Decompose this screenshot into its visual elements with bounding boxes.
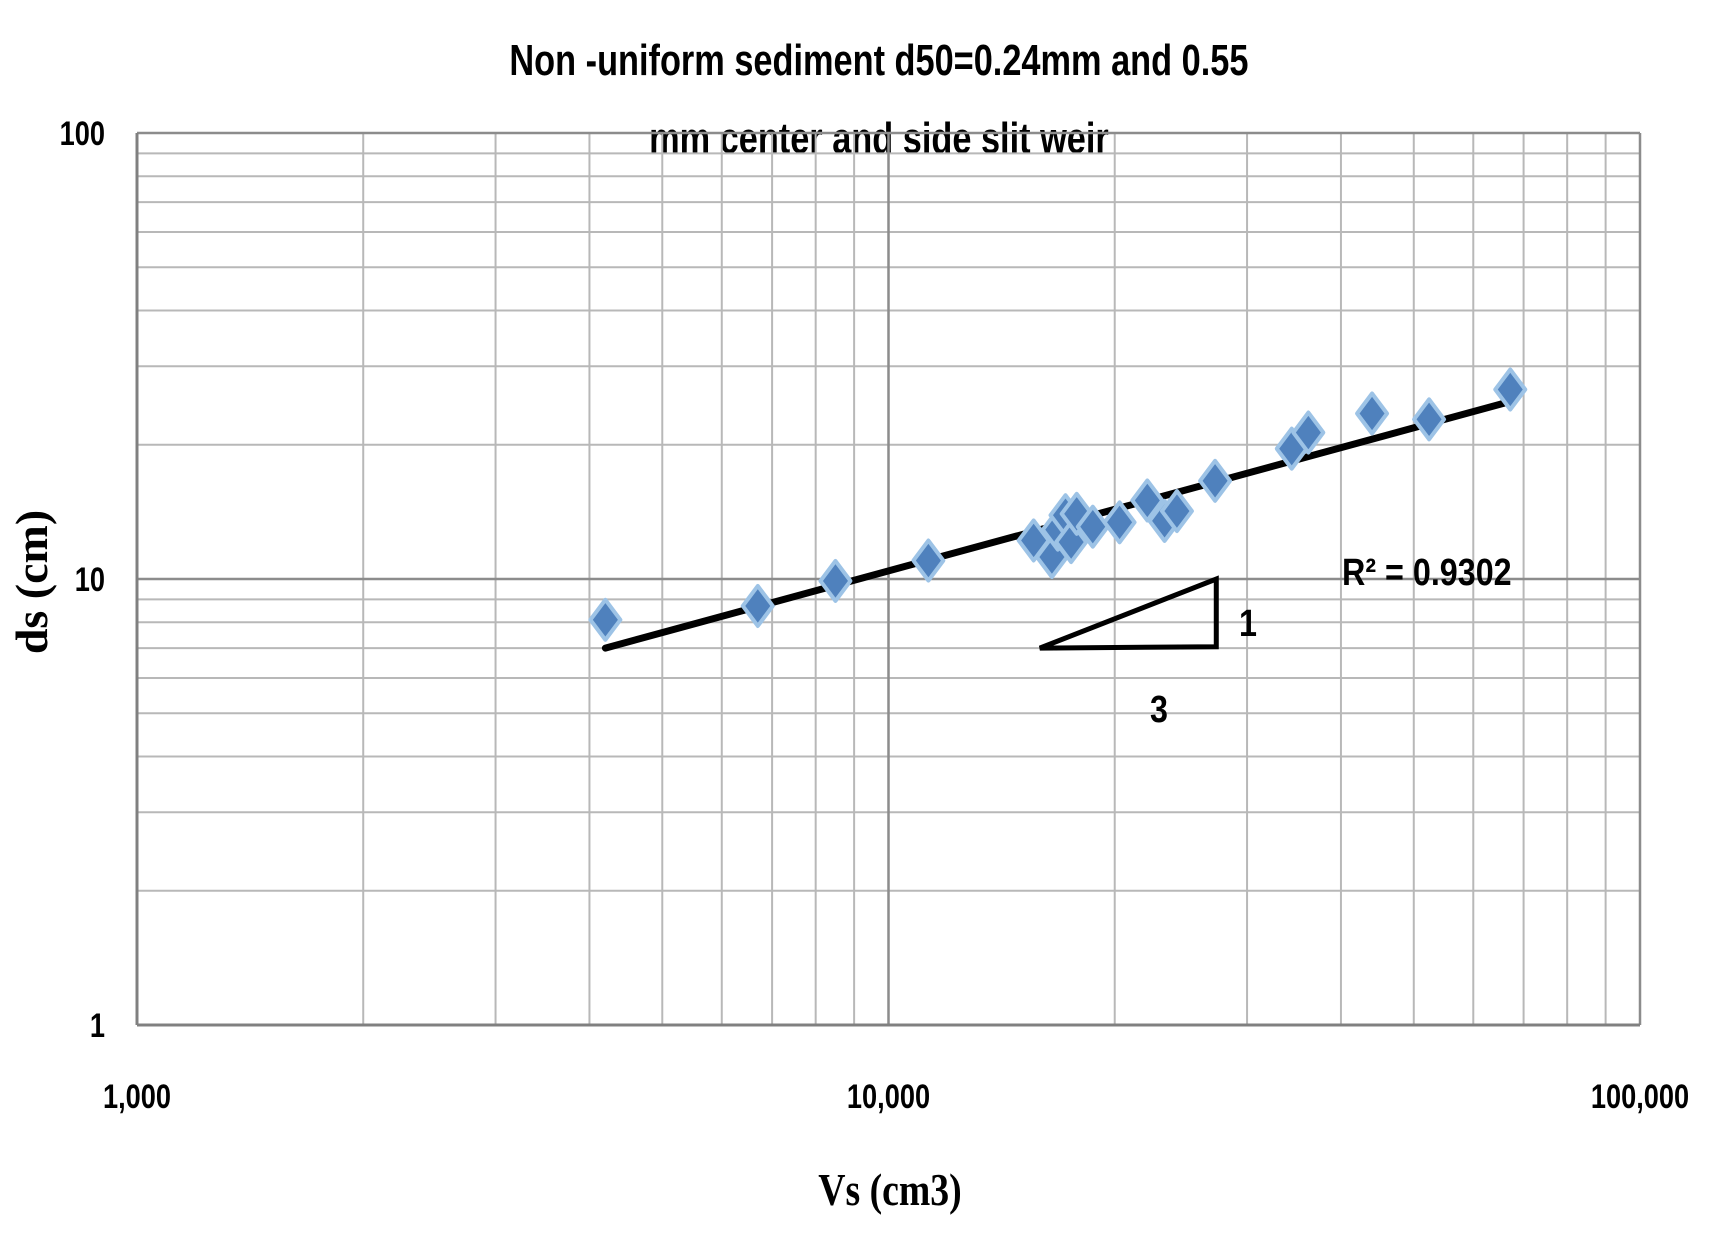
r-squared-label: R² = 0.9302 (1342, 552, 1512, 594)
x-tick-label: 1,000 (103, 1077, 171, 1116)
axes (135, 133, 1640, 1027)
data-point (911, 538, 946, 583)
slope-rise-label: 1 (1239, 603, 1257, 645)
y-tick-label: 10 (75, 560, 105, 599)
data-point (818, 558, 853, 603)
data-point (1493, 367, 1528, 412)
y-tick-label: 100 (60, 114, 105, 153)
data-point (1291, 410, 1326, 455)
data-point (1102, 500, 1137, 545)
data-point (1130, 478, 1165, 523)
slope-triangle (1038, 575, 1219, 651)
chart-title-line-2: mm center and side slit weir (649, 114, 1109, 163)
y-axis-title: ds (cm) (6, 510, 57, 654)
data-points (588, 367, 1528, 642)
data-point (1159, 489, 1194, 534)
slope-triangle-group (1038, 575, 1219, 651)
data-point (1412, 397, 1447, 442)
x-axis-title: Vs (cm3) (818, 1166, 961, 1216)
x-tick-label: 10,000 (847, 1077, 930, 1116)
data-point (740, 583, 775, 628)
data-point (588, 597, 623, 642)
chart-title-line-1: Non -uniform sediment d50=0.24mm and 0.5… (509, 36, 1249, 85)
slope-run-label: 3 (1150, 689, 1168, 731)
x-tick-label: 100,000 (1591, 1077, 1689, 1116)
data-point (1355, 391, 1390, 436)
data-point (1198, 458, 1233, 503)
tick-labels: 1,000 10,000 100,000 1 10 100 (60, 114, 1689, 1116)
y-tick-label: 1 (90, 1006, 105, 1045)
data-point (1075, 504, 1110, 549)
